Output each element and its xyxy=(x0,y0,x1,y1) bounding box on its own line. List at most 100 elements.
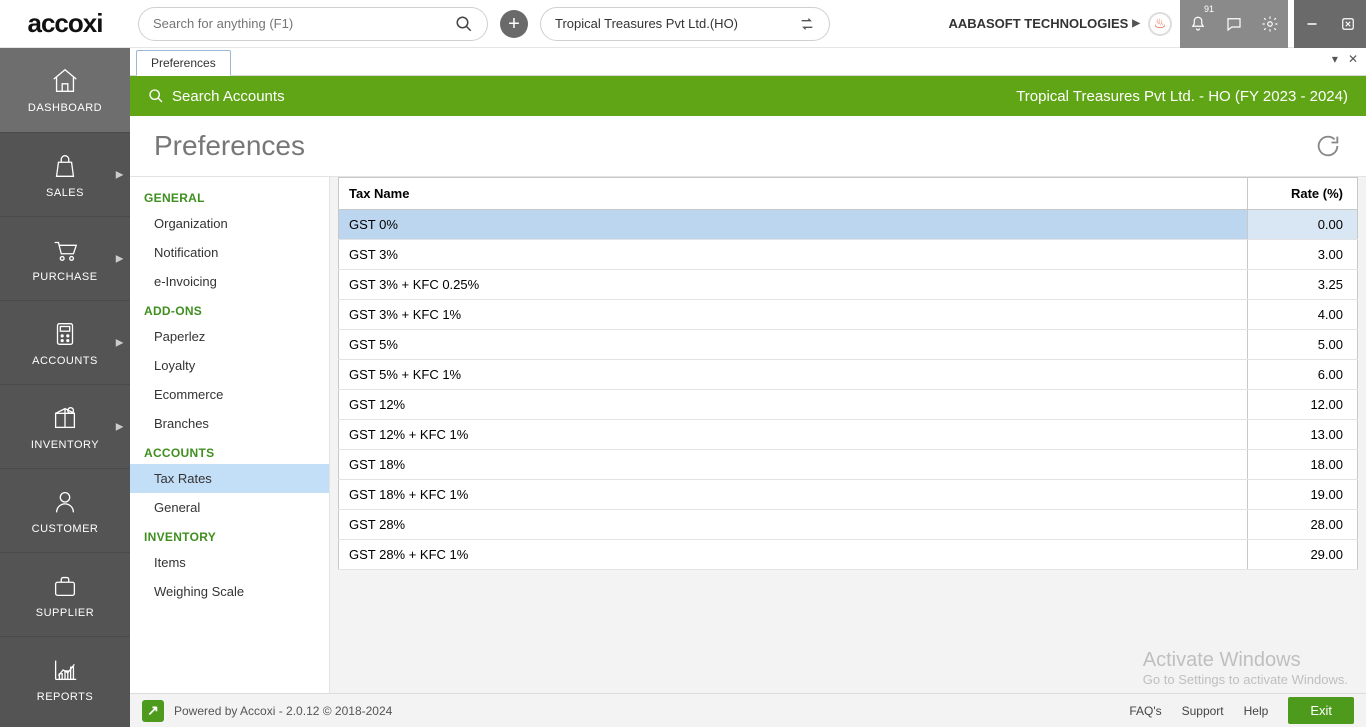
cell-rate: 6.00 xyxy=(1248,360,1358,390)
table-row[interactable]: GST 12% 12.00 xyxy=(339,390,1358,420)
prefs-item-loyalty[interactable]: Loyalty xyxy=(130,351,329,380)
cell-tax-name: GST 28% + KFC 1% xyxy=(339,540,1248,570)
search-icon xyxy=(148,88,164,104)
notifications-button[interactable]: 91 xyxy=(1180,0,1216,48)
exit-button[interactable]: Exit xyxy=(1288,697,1354,724)
table-row[interactable]: GST 3% 3.00 xyxy=(339,240,1358,270)
nav-purchase[interactable]: PURCHASE ▶ xyxy=(0,216,130,300)
prefs-item-organization[interactable]: Organization xyxy=(130,209,329,238)
cell-tax-name: GST 5% + KFC 1% xyxy=(339,360,1248,390)
cell-rate: 28.00 xyxy=(1248,510,1358,540)
col-rate[interactable]: Rate (%) xyxy=(1248,178,1358,210)
nav-dashboard[interactable]: DASHBOARD xyxy=(0,48,130,132)
tab-preferences[interactable]: Preferences xyxy=(136,50,231,76)
footer-link-help[interactable]: Help xyxy=(1244,704,1269,718)
footer: ↗ Powered by Accoxi - 2.0.12 © 2018-2024… xyxy=(130,693,1366,727)
user-menu[interactable]: AABASOFT TECHNOLOGIES ▶ xyxy=(948,16,1140,31)
notification-badge: 91 xyxy=(1204,4,1214,14)
bag-icon xyxy=(50,151,80,181)
search-accounts-button[interactable]: Search Accounts xyxy=(148,88,285,105)
prefs-item-items[interactable]: Items xyxy=(130,548,329,577)
left-nav: DASHBOARD SALES ▶ PURCHASE ▶ ACCOUNTS ▶ … xyxy=(0,48,130,727)
tab-strip: Preferences ▾ ✕ xyxy=(130,48,1366,76)
cell-tax-name: GST 3% + KFC 1% xyxy=(339,300,1248,330)
prefs-item-e-invoicing[interactable]: e-Invoicing xyxy=(130,267,329,296)
page-title: Preferences xyxy=(154,130,305,162)
cart-icon xyxy=(50,235,80,265)
table-row[interactable]: GST 12% + KFC 1% 13.00 xyxy=(339,420,1358,450)
table-row[interactable]: GST 5% 5.00 xyxy=(339,330,1358,360)
home-icon xyxy=(50,66,80,96)
close-icon xyxy=(1339,15,1357,33)
table-row[interactable]: GST 18% 18.00 xyxy=(339,450,1358,480)
refresh-icon[interactable] xyxy=(1314,132,1342,160)
close-button[interactable] xyxy=(1330,0,1366,48)
table-row[interactable]: GST 28% 28.00 xyxy=(339,510,1358,540)
prefs-item-general[interactable]: General xyxy=(130,493,329,522)
cell-rate: 3.25 xyxy=(1248,270,1358,300)
prefs-group-header: GENERAL xyxy=(130,183,329,209)
cell-rate: 0.00 xyxy=(1248,210,1358,240)
prefs-item-notification[interactable]: Notification xyxy=(130,238,329,267)
footer-link-support[interactable]: Support xyxy=(1182,704,1224,718)
nav-inventory[interactable]: INVENTORY ▶ xyxy=(0,384,130,468)
main-area: Preferences ▾ ✕ Search Accounts Tropical… xyxy=(130,48,1366,727)
nav-label: ACCOUNTS xyxy=(32,355,98,367)
footer-link-faqs[interactable]: FAQ's xyxy=(1129,704,1161,718)
nav-supplier[interactable]: SUPPLIER xyxy=(0,552,130,636)
nav-customer[interactable]: CUSTOMER xyxy=(0,468,130,552)
tab-dropdown-icon[interactable]: ▾ xyxy=(1332,52,1338,66)
cell-rate: 18.00 xyxy=(1248,450,1358,480)
nav-label: CUSTOMER xyxy=(32,523,99,535)
table-row[interactable]: GST 3% + KFC 1% 4.00 xyxy=(339,300,1358,330)
cell-tax-name: GST 12% xyxy=(339,390,1248,420)
global-search[interactable] xyxy=(138,7,488,41)
cell-rate: 13.00 xyxy=(1248,420,1358,450)
prefs-item-weighing-scale[interactable]: Weighing Scale xyxy=(130,577,329,606)
add-button[interactable]: + xyxy=(500,10,528,38)
tab-close-icon[interactable]: ✕ xyxy=(1348,52,1358,66)
table-row[interactable]: GST 3% + KFC 0.25% 3.25 xyxy=(339,270,1358,300)
user-name: AABASOFT TECHNOLOGIES xyxy=(948,16,1128,31)
calc-icon xyxy=(50,319,80,349)
table-row[interactable]: GST 18% + KFC 1% 19.00 xyxy=(339,480,1358,510)
prefs-item-ecommerce[interactable]: Ecommerce xyxy=(130,380,329,409)
context-label: Tropical Treasures Pvt Ltd. - HO (FY 202… xyxy=(1016,88,1348,105)
chat-icon xyxy=(1225,15,1243,33)
nav-label: DASHBOARD xyxy=(28,102,102,114)
brief-icon xyxy=(50,571,80,601)
hot-icon[interactable]: ♨ xyxy=(1148,12,1172,36)
prefs-main: Tax Name Rate (%) GST 0% 0.00GST 3% 3.00… xyxy=(330,177,1366,727)
nav-label: SALES xyxy=(46,187,84,199)
minimize-icon xyxy=(1303,15,1321,33)
table-row[interactable]: GST 5% + KFC 1% 6.00 xyxy=(339,360,1358,390)
prefs-item-tax-rates[interactable]: Tax Rates xyxy=(130,464,329,493)
prefs-item-paperlez[interactable]: Paperlez xyxy=(130,322,329,351)
minimize-button[interactable] xyxy=(1294,0,1330,48)
gear-icon xyxy=(1261,15,1279,33)
nav-reports[interactable]: REPORTS xyxy=(0,636,130,720)
cell-rate: 5.00 xyxy=(1248,330,1358,360)
prefs-group-header: ADD-ONS xyxy=(130,296,329,322)
topbar: accoxi + Tropical Treasures Pvt Ltd.(HO)… xyxy=(0,0,1366,48)
table-row[interactable]: GST 0% 0.00 xyxy=(339,210,1358,240)
powered-by: Powered by Accoxi - 2.0.12 © 2018-2024 xyxy=(174,704,392,718)
nav-sales[interactable]: SALES ▶ xyxy=(0,132,130,216)
nav-label: REPORTS xyxy=(37,691,93,703)
messages-button[interactable] xyxy=(1216,0,1252,48)
cell-tax-name: GST 12% + KFC 1% xyxy=(339,420,1248,450)
settings-button[interactable] xyxy=(1252,0,1288,48)
nav-accounts[interactable]: ACCOUNTS ▶ xyxy=(0,300,130,384)
col-tax-name[interactable]: Tax Name xyxy=(339,178,1248,210)
company-selector[interactable]: Tropical Treasures Pvt Ltd.(HO) xyxy=(540,7,830,41)
cell-rate: 29.00 xyxy=(1248,540,1358,570)
chevron-right-icon: ▶ xyxy=(116,421,124,432)
cell-tax-name: GST 18% + KFC 1% xyxy=(339,480,1248,510)
cell-rate: 19.00 xyxy=(1248,480,1358,510)
swap-icon xyxy=(799,16,815,32)
caret-icon: ▶ xyxy=(1132,18,1140,29)
tax-rates-table: Tax Name Rate (%) GST 0% 0.00GST 3% 3.00… xyxy=(338,177,1358,570)
search-input[interactable] xyxy=(153,16,455,31)
table-row[interactable]: GST 28% + KFC 1% 29.00 xyxy=(339,540,1358,570)
prefs-item-branches[interactable]: Branches xyxy=(130,409,329,438)
